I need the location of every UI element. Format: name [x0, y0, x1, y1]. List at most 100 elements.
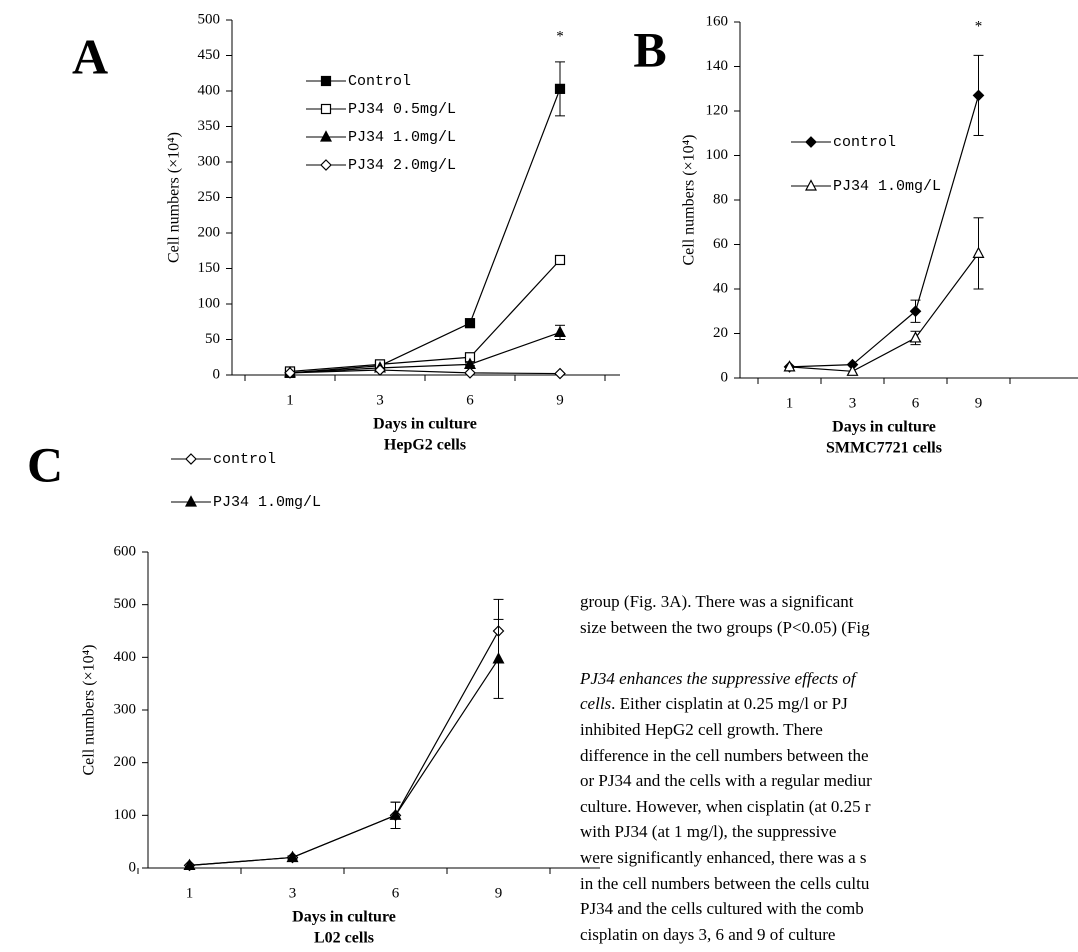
x-tick-label: 6: [466, 392, 474, 408]
marker: [389, 808, 402, 820]
y-tick-label: 20: [713, 325, 728, 341]
x-tick-label: 3: [376, 392, 384, 408]
marker: [783, 360, 796, 372]
y-axis-title: Cell numbers (×10⁴): [681, 134, 698, 265]
marker: [286, 850, 299, 863]
text-span: cisplatin on days 3, 6 and 9 of culture: [580, 925, 835, 944]
y-tick-label: 0: [721, 369, 729, 385]
y-tick-label: 450: [198, 47, 221, 63]
y-tick-label: 350: [198, 118, 221, 134]
x-axis-title: Days in culture: [373, 416, 477, 433]
marker: [909, 305, 922, 318]
series-line: [289, 88, 561, 374]
x-tick-label: 9: [556, 392, 564, 408]
text-span: . Either cisplatin at 0.25 mg/l or PJ: [611, 694, 848, 713]
y-tick-label: 50: [205, 331, 220, 347]
marker: [464, 318, 476, 329]
y-tick-label: 80: [713, 191, 728, 207]
marker: [374, 364, 386, 376]
annotation: *: [975, 18, 983, 34]
legend-label: PJ34 2.0mg/L: [348, 157, 456, 174]
x-axis-title: Days in culture: [292, 909, 396, 926]
x-tick-label: 6: [392, 885, 400, 901]
legend-label: PJ34 1.0mg/L: [348, 129, 456, 146]
body-text-line: group (Fig. 3A). There was a significant: [580, 592, 854, 611]
panel-label: C: [27, 436, 63, 492]
y-tick-label: 150: [198, 260, 221, 276]
series-line: [289, 259, 561, 373]
y-tick-label: 100: [114, 807, 137, 823]
x-tick-label: 9: [495, 885, 503, 901]
y-tick-label: 500: [198, 11, 221, 27]
marker: [284, 367, 296, 379]
text-span: in the cell numbers between the cells cu…: [580, 874, 870, 893]
x-tick-label: 1: [286, 392, 294, 408]
y-tick-label: 0: [129, 859, 137, 875]
body-text-line: difference in the cell numbers between t…: [580, 746, 869, 765]
x-tick-label: 6: [912, 395, 920, 411]
marker: [805, 179, 817, 191]
marker: [972, 89, 985, 102]
series-line: [289, 331, 561, 374]
text-span: were significantly enhanced, there was a…: [580, 848, 867, 867]
y-axis-title: Cell numbers (×10⁴): [166, 132, 183, 263]
series-line: [189, 630, 500, 866]
body-text-line: in the cell numbers between the cells cu…: [580, 874, 870, 893]
y-tick-label: 300: [114, 701, 137, 717]
marker: [320, 159, 332, 171]
y-tick-label: 400: [114, 649, 137, 665]
marker: [185, 495, 197, 507]
series-line: [789, 95, 980, 368]
y-tick-label: 200: [114, 754, 137, 770]
marker: [320, 103, 332, 115]
text-span: culture. However, when cisplatin (at 0.2…: [580, 797, 871, 816]
y-tick-label: 600: [114, 543, 137, 559]
panel-label: B: [633, 21, 666, 77]
body-text-line: inhibited HepG2 cell growth. There: [580, 720, 823, 739]
text-span: PJ34 and the cells cultured with the com…: [580, 899, 864, 918]
marker: [464, 367, 476, 379]
body-text-line: or PJ34 and the cells with a regular med…: [580, 771, 872, 790]
x-tick-label: 1: [786, 395, 794, 411]
body-text-line: cells. Either cisplatin at 0.25 mg/l or …: [580, 694, 848, 713]
y-tick-label: 120: [706, 102, 729, 118]
text-span: or PJ34 and the cells with a regular med…: [580, 771, 872, 790]
body-text-line: size between the two groups (P<0.05) (Fi…: [580, 618, 870, 637]
text-span: size between the two groups (P<0.05) (Fi…: [580, 618, 870, 637]
x-axis-subtitle: HepG2 cells: [384, 437, 466, 454]
body-text-line: with PJ34 (at 1 mg/l), the suppressive: [580, 822, 836, 841]
x-axis-subtitle: SMMC7721 cells: [826, 440, 942, 457]
x-tick-label: 3: [289, 885, 297, 901]
x-axis-title: Days in culture: [832, 419, 936, 436]
y-tick-label: 100: [198, 295, 221, 311]
body-text-line: PJ34 and the cells cultured with the com…: [580, 899, 864, 918]
y-tick-label: 140: [706, 58, 729, 74]
y-tick-label: 60: [713, 236, 728, 252]
marker: [554, 254, 566, 266]
marker: [805, 136, 817, 148]
y-tick-label: 250: [198, 189, 221, 205]
marker: [320, 130, 332, 142]
marker: [972, 246, 985, 258]
x-tick-label: 3: [849, 395, 857, 411]
x-tick-label: 9: [975, 395, 983, 411]
marker: [554, 367, 566, 380]
y-axis-title: Cell numbers (×10⁴): [81, 644, 98, 775]
y-tick-label: 100: [706, 147, 729, 163]
marker: [909, 331, 922, 343]
text-span: PJ34 enhances the suppressive effects of: [579, 669, 858, 688]
marker: [554, 325, 566, 337]
body-text-line: PJ34 enhances the suppressive effects of: [579, 669, 858, 688]
x-axis-subtitle: L02 cells: [314, 930, 374, 947]
y-tick-label: 0: [213, 366, 221, 382]
y-tick-label: 500: [114, 596, 137, 612]
text-span: cells: [580, 694, 612, 713]
marker: [846, 364, 859, 376]
text-span: with PJ34 (at 1 mg/l), the suppressive: [580, 822, 836, 841]
y-tick-label: 160: [706, 13, 729, 29]
marker: [185, 453, 197, 465]
x-tick-label: 1: [186, 885, 194, 901]
body-text-line: were significantly enhanced, there was a…: [580, 848, 867, 867]
y-tick-label: 40: [713, 280, 728, 296]
